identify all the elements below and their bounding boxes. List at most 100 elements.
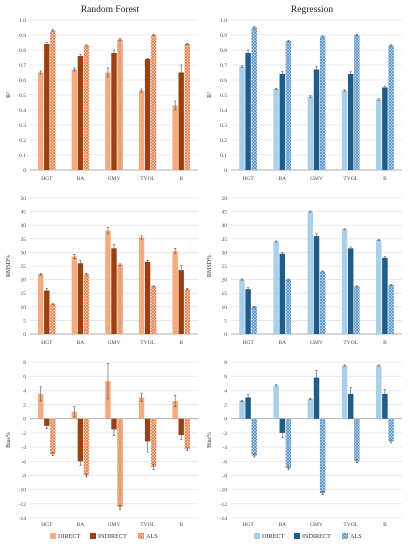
x-tick-label: HGT — [41, 176, 53, 182]
y-tick-label: -10 — [19, 488, 27, 494]
bar-indirect — [144, 261, 151, 334]
bar-direct — [341, 365, 348, 419]
bar-direct — [273, 89, 279, 170]
y-tick-label: 2 — [23, 403, 26, 409]
bar-direct — [138, 90, 145, 170]
bar-indirect — [347, 74, 354, 170]
bar-direct — [105, 381, 111, 419]
y-tick-label: 40 — [222, 223, 228, 229]
y-tick-label: 25 — [21, 264, 27, 270]
bar-als — [319, 271, 326, 334]
bar-als — [319, 36, 326, 170]
x-tick-label: B — [383, 176, 387, 182]
x-tick-label: B — [179, 176, 183, 182]
bar-indirect — [279, 253, 286, 334]
y-tick-label: 0 — [23, 332, 26, 338]
y-axis-label: R² — [6, 92, 12, 98]
chart-panel: -14 -12 -10 -8 -6 -4 -2 0 2 4 6 8 Bias% HGT BA GMV TVOL B — [207, 360, 402, 528]
y-tick-label: 50 — [21, 196, 27, 202]
x-tick-label: HGT — [242, 340, 254, 346]
y-tick-label: 1.0 — [220, 18, 227, 24]
y-tick-label: 6 — [224, 374, 227, 380]
bar-direct — [239, 66, 245, 170]
y-tick-label: 0.3 — [220, 123, 227, 129]
bar-indirect — [44, 418, 50, 426]
y-tick-label: 6 — [23, 374, 26, 380]
x-tick-label: TVOL — [140, 176, 155, 182]
y-tick-label: 30 — [222, 250, 228, 256]
bar-direct — [71, 256, 78, 334]
x-tick-label: GMV — [310, 340, 323, 346]
x-tick-label: HGT — [242, 176, 254, 182]
y-tick-label: 30 — [21, 250, 27, 256]
bar-als — [150, 286, 157, 334]
bar-als — [117, 418, 123, 508]
y-tick-label: 0 — [23, 168, 26, 174]
y-axis-label: RMSD% — [6, 255, 12, 277]
x-tick-label: TVOL — [140, 340, 155, 346]
bar-direct — [307, 398, 314, 419]
y-tick-label: 0.9 — [19, 33, 26, 39]
bar-als — [150, 418, 157, 467]
bar-indirect — [144, 59, 151, 170]
bar-indirect — [44, 290, 50, 334]
y-tick-label: 0.6 — [19, 78, 26, 84]
x-tick-label: BA — [278, 176, 286, 182]
bar-als — [83, 418, 90, 476]
y-tick-label: 15 — [222, 291, 228, 297]
x-tick-label: HGT — [41, 522, 53, 528]
y-tick-label: 5 — [23, 318, 26, 324]
bar-als — [251, 27, 257, 170]
bar-als — [251, 418, 257, 456]
bar-direct — [138, 237, 145, 334]
y-tick-label: 20 — [222, 278, 228, 284]
bar-als — [184, 44, 190, 170]
y-tick-label: -8 — [222, 473, 227, 479]
x-tick-label: GMV — [108, 176, 121, 182]
legend-left: DIRECT INDIRECT ALS — [50, 533, 158, 540]
chart-panel: 0 5 10 15 20 25 30 35 40 45 50 RMSD% HGT BA GMV TVOL B — [207, 196, 402, 346]
y-axis-label: R² — [207, 92, 213, 98]
bar-direct — [38, 72, 44, 170]
bar-als — [83, 274, 90, 334]
legend-label-direct: DIRECT — [262, 533, 285, 540]
y-tick-label: 0 — [224, 332, 227, 338]
y-tick-label: -4 — [21, 445, 26, 451]
bar-als — [354, 35, 360, 170]
bar-als — [388, 418, 394, 442]
bar-indirect — [144, 418, 151, 442]
x-tick-label: TVOL — [140, 522, 155, 528]
y-tick-label: 40 — [21, 223, 27, 229]
y-tick-label: -6 — [222, 459, 227, 465]
chart-panels: 0 0.1 0.2 0.3 0.4 0.5 0.6 0.7 0.8 0.9 1.0 R² HGT BA GM… — [6, 18, 402, 528]
bar-direct — [172, 251, 178, 334]
bar-direct — [38, 274, 44, 334]
bar-direct — [307, 211, 314, 334]
legend-swatch-indirect — [294, 533, 300, 539]
x-tick-label: HGT — [242, 522, 254, 528]
y-tick-label: 2 — [224, 403, 227, 409]
bar-direct — [341, 90, 348, 170]
bar-indirect — [313, 377, 320, 419]
bar-als — [184, 289, 190, 334]
bar-indirect — [44, 44, 50, 170]
column-title-right: Regression — [291, 5, 333, 15]
y-axis-label: Bias% — [6, 432, 12, 448]
legend-swatch-als — [342, 533, 348, 539]
bar-direct — [239, 279, 245, 334]
y-tick-label: 0.1 — [220, 153, 227, 159]
bar-direct — [105, 72, 111, 170]
y-tick-label: 50 — [222, 196, 228, 202]
bar-indirect — [382, 393, 388, 419]
y-tick-label: 20 — [21, 278, 27, 284]
x-tick-label: B — [383, 340, 387, 346]
legend-right: DIRECT INDIRECT ALS — [254, 533, 362, 540]
bar-indirect — [77, 56, 84, 170]
bar-indirect — [279, 418, 286, 433]
x-tick-label: BA — [77, 522, 85, 528]
bar-direct — [376, 240, 382, 334]
legend-label-direct: DIRECT — [58, 533, 81, 540]
bar-als — [184, 418, 190, 450]
bar-als — [354, 286, 360, 334]
